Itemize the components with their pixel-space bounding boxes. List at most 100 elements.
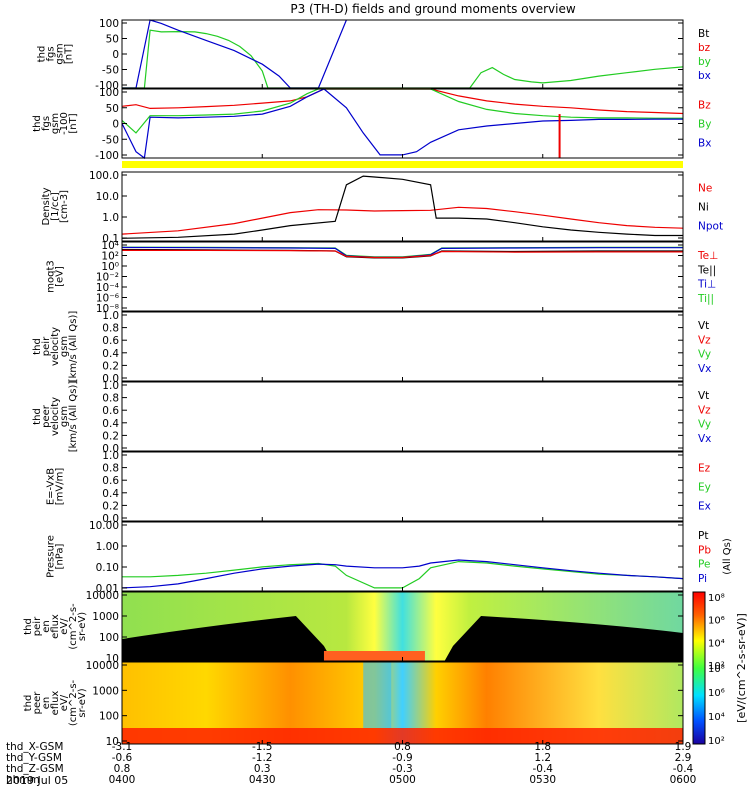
ephemeris-value: 0600 [670,774,697,786]
ephemeris-value: -0.9 [392,752,413,764]
ephemeris-label: hhmm [6,774,40,786]
legend-density-Ni: Ni [698,202,709,214]
ylabel-efield: [mV/m] [55,468,66,506]
legend-fgs-gsm-100-Bz: Bz [698,100,711,112]
legend-fgs-gsm-nT-bz: bz [698,42,711,54]
ytick-label: 1.0 [102,380,119,392]
ylabel-peer-velocity: peer [41,404,52,428]
ephemeris-value: 0.8 [394,741,411,753]
ytick-label: 50 [106,34,119,46]
ytick-label: 10⁰ [101,261,119,273]
series-pressure-Pi [121,559,684,589]
ylabel-fgs-gsm-100: gsm [50,113,61,134]
colorbar-label: [eV/(cm^2-s-sr-eV)] [735,613,748,723]
ephemeris-value: 0.3 [254,763,271,775]
colorbar [692,591,706,745]
panel-peir-velocity: 1.00.80.60.40.20.0 thdpeirvelocitygsm[km/… [32,310,711,385]
legend-fgs-gsm-nT-Bt: Bt [698,28,709,40]
ylabel-peer-eflux: eV/ [59,694,70,711]
ytick-label: 0.4 [102,418,119,430]
legend-peer-velocity-Vy: Vy [698,419,711,431]
ylabel-fgs-gsm-nT: gsm [55,43,66,64]
ylabel-peir-velocity: peir [41,336,52,356]
legend-fgs-gsm-100-Bx: Bx [698,138,711,150]
colorbar-tick-label: 10⁴ [708,712,725,723]
panel-peer-velocity: 1.00.80.60.40.20.0 thdpeervelocitygsm[km/… [32,380,711,455]
ylabel-peir-eflux: en [41,620,52,633]
legend-efield-Ex: Ex [698,501,711,513]
ylabel-peer-eflux: (cm^2-s- [68,679,79,726]
ytick-label: 0.8 [102,323,119,335]
ylabel-pressure: Pressure [46,535,57,578]
ytick-label: 10⁻² [96,272,119,284]
ytick-label: 0.1 [102,233,119,245]
ytick-label: 10⁻⁴ [96,282,119,294]
ytick-label: 1.0 [102,212,119,224]
frame-pressure [121,521,684,592]
panel-peir-eflux: 10000 1000 100 10 thdpeirenefluxeV/(cm^2-s-s… [23,590,684,665]
ylabel-peir-eflux: eV/ [59,618,70,635]
ylabel-peer-velocity: [km/s (All Qs)] [68,381,79,453]
ytick-label: 10⁻⁸ [96,303,119,315]
ylabel-peir-eflux: (cm^2-s- [68,603,79,650]
ylabel-peer-eflux: eflux [50,691,61,716]
ephemeris-value: 0500 [389,774,416,786]
legend-peir-velocity-Vt: Vt [698,320,709,332]
ylabel-fgs-gsm-100: thd [32,115,43,132]
ylabel-peer-eflux: peer [32,691,43,715]
ylabel-peir-eflux: thd [23,618,34,635]
ephemeris-value: 1.8 [534,741,551,753]
legend-pressure-Pi: Pi [698,573,707,585]
ytick-label: 10000 [86,590,119,602]
quality-flag-bar [122,161,683,168]
ytick-label: 0 [112,119,119,131]
legend-peir-velocity-Vx: Vx [698,363,711,375]
panel-pressure: 10.00 1.00 0.10 0.01 Pressure[nPa] Pt Pb Pe Pi (A… [46,520,734,595]
panel-efield: 1.00.80.60.40.20.0 E=-VxB[mV/m] Ez Ey Ex [46,450,711,525]
ylabel-fgs-gsm-nT: [nT] [64,44,75,64]
ylabel-pressure: [nPa] [55,543,66,569]
ytick-label: -100 [95,80,119,92]
series-temperature-Te⊥ [122,249,683,259]
ytick-label: -100 [95,150,119,162]
ylabel-peir-velocity: [km/s (All Qs)] [68,311,79,383]
ytick-label: 10.00 [89,520,119,532]
ylabel-peir-eflux: sr-eV) [77,612,88,641]
ylabel-fgs-gsm-nT: fgs [46,46,57,61]
ephemeris-value: 0530 [529,774,556,786]
legend-fgs-gsm-100-By: By [698,119,711,131]
frame-density [121,171,684,242]
colorbar-tick-label: 10⁴ [708,638,725,649]
legend-temperature-Ti||: Ti|| [697,293,714,305]
series-density-Ne [121,206,684,235]
colorbar-tick-label: 10⁸ [708,593,725,604]
ylabel-temperature: [eV] [55,266,66,287]
ylabel-peer-velocity: thd [32,408,43,425]
legend-density-Ne: Ne [698,183,712,195]
ytick-label: 0.6 [102,335,119,347]
ylabel-peir-velocity: thd [32,338,43,355]
ytick-label: 100 [99,87,119,99]
ytick-label: 10 [106,653,119,665]
ephemeris-value: 0400 [109,774,136,786]
ytick-label: 100 [99,632,119,644]
legend-efield-Ez: Ez [698,463,711,475]
ytick-label: 0.10 [96,562,119,574]
ylabel-peir-eflux: peir [32,616,43,636]
ylabel-peir-velocity: gsm [59,336,70,357]
series-fgs-gsm-nT-bx [122,19,347,89]
ylabel-peer-velocity: gsm [59,406,70,427]
legend-peer-velocity-Vt: Vt [698,390,709,402]
ytick-label: 0 [112,49,119,61]
ephemeris-value: 1.9 [675,741,692,753]
frame-fgs-gsm-nT [121,19,684,89]
ephemeris-value: 0.8 [114,763,131,775]
legend-density-Npot: Npot [698,221,723,233]
x-axis-ephemeris: thd_X-GSM -3.1 -1.5 0.8 1.8 1.9 thd_Y-GSM -0.6 -… [6,741,696,786]
legend-peer-velocity-Vx: Vx [698,433,711,445]
ytick-label: 0.0 [102,443,119,455]
ytick-label: 1.0 [102,450,119,462]
frame-peir-velocity [121,311,684,382]
